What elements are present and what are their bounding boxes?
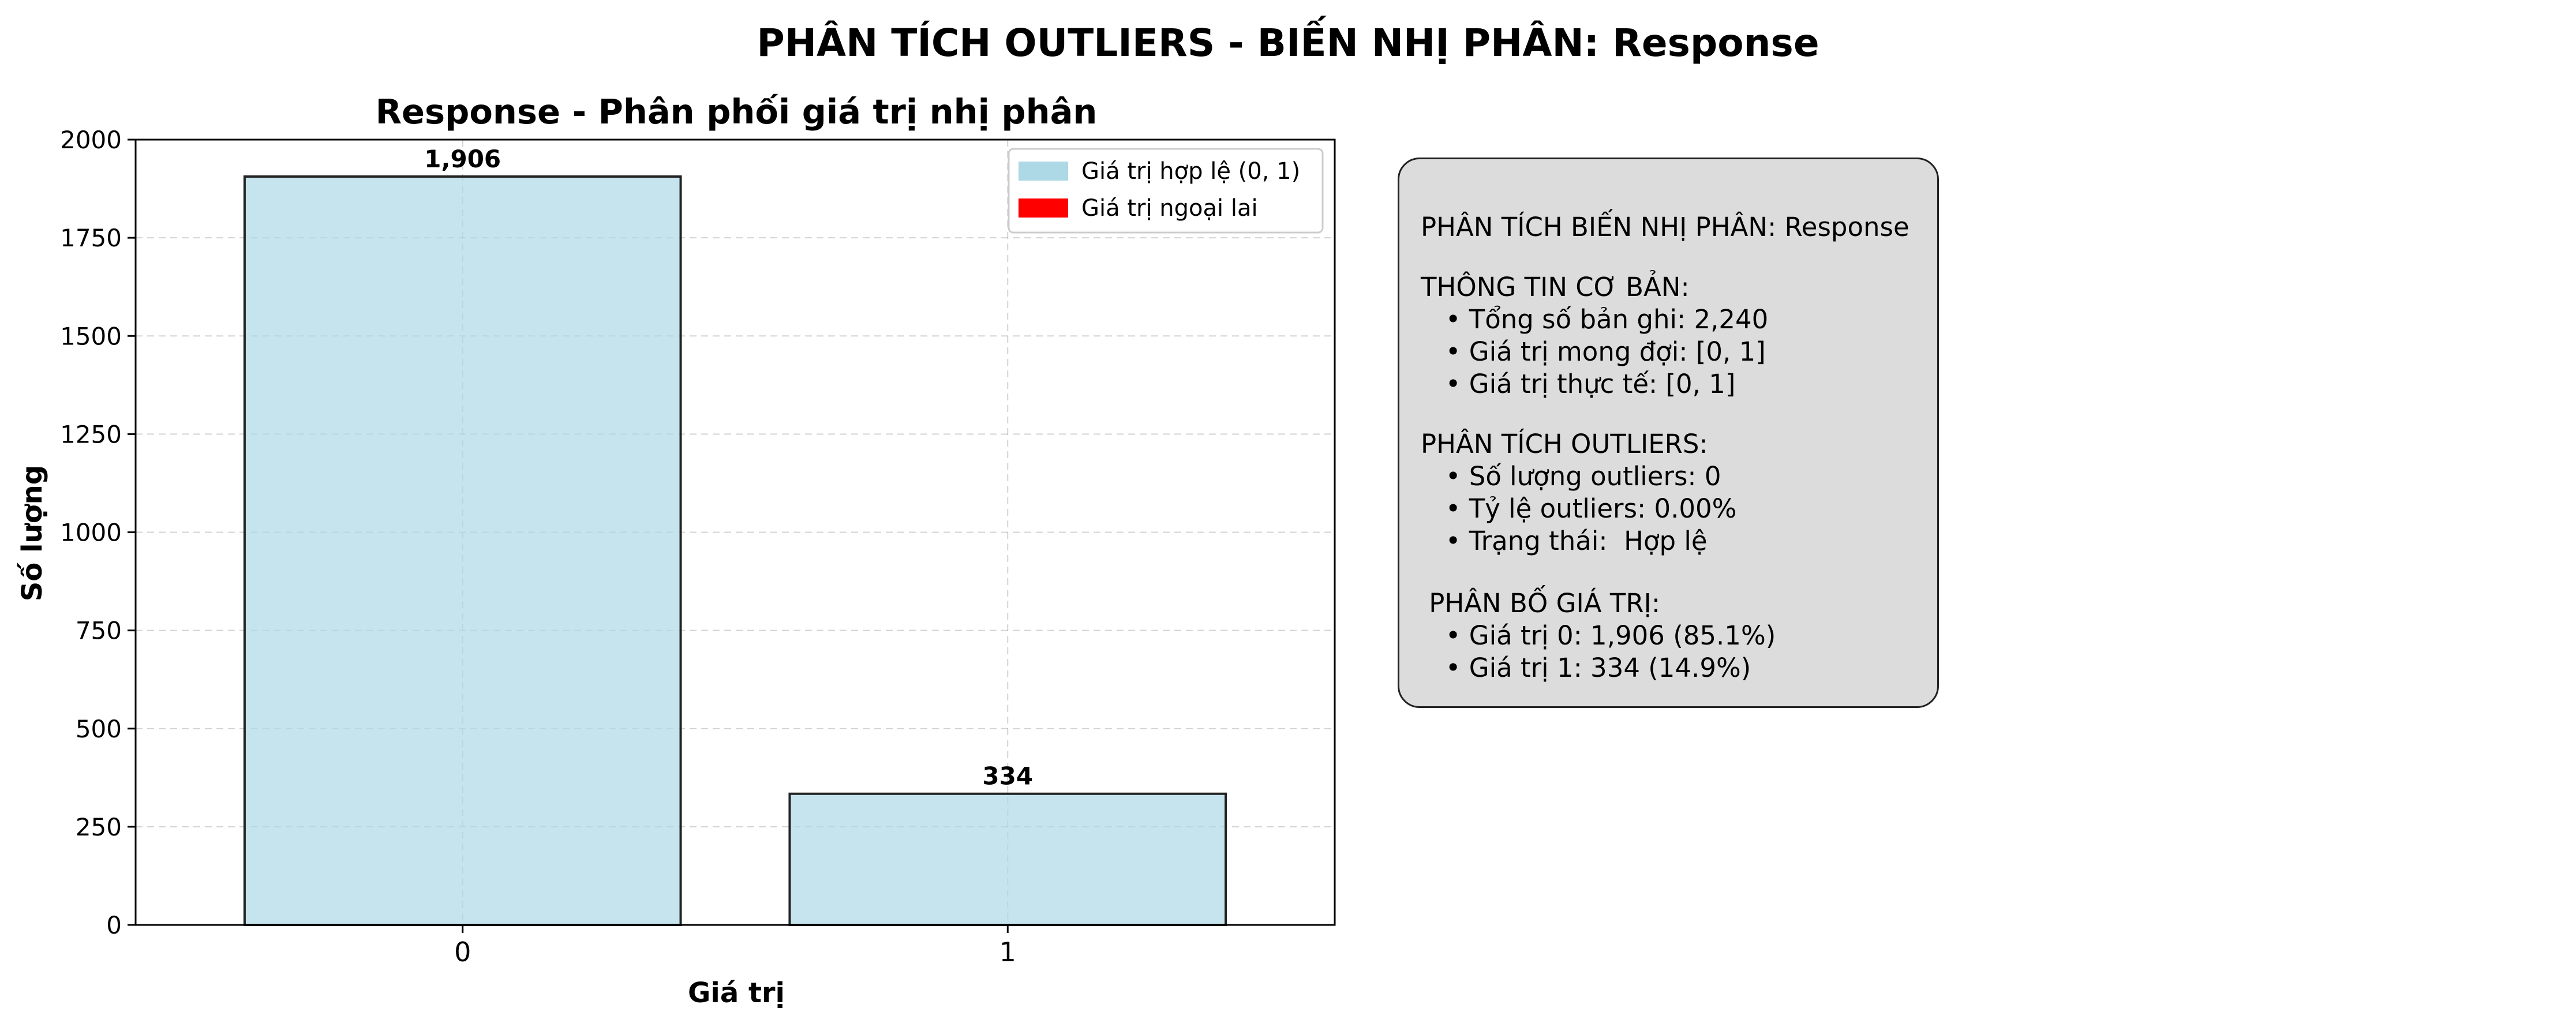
y-tick-label: 1000 [60,519,122,547]
info-item: • Tổng số bản ghi: 2,240 [1421,304,1769,335]
chart-title: Response - Phân phối giá trị nhị phân [376,92,1098,132]
basic-info-header: THÔNG TIN CƠ BẢN: [1421,272,1690,302]
legend-label: Giá trị ngoại lai [1081,195,1258,222]
info-title: PHÂN TÍCH BIẾN NHỊ PHÂN: Response [1421,212,1909,242]
y-axis-label: Số lượng [16,465,48,601]
info-panel: PHÂN TÍCH BIẾN NHỊ PHÂN: Response THÔNG … [1398,158,1939,708]
bars [243,175,1227,927]
y-tick-label: 0 [106,911,122,939]
info-item: • Giá trị mong đợi: [0, 1] [1421,336,1766,367]
tick-labels: 1,906 334 0 250 500 750 1000 1250 1500 1750 2000 0 1 [60,126,1033,968]
y-tick-label: 1500 [60,322,122,350]
axes [128,138,1336,933]
info-item: • Giá trị 0: 1,906 (85.1%) [1421,620,1776,651]
y-tick-label: 1250 [60,420,122,448]
bar-0 [243,175,682,926]
info-item: • Trạng thái: Hợp lệ [1421,526,1708,556]
info-item: • Số lượng outliers: 0 [1421,461,1721,492]
bar-value-label: 1,906 [424,145,501,173]
info-item: • Giá trị thực tế: [0, 1] [1421,369,1736,399]
y-tick-label: 1750 [60,224,122,252]
x-tick-label: 0 [454,936,471,968]
legend-swatch [1019,198,1068,218]
outlier-analysis-header: PHÂN TÍCH OUTLIERS: [1421,429,1708,459]
x-axis-label: Giá trị [688,977,785,1009]
info-item: • Giá trị 1: 334 (14.9%) [1421,653,1751,683]
legend-box [1008,148,1324,234]
legend-label: Giá trị hợp lệ (0, 1) [1081,158,1300,185]
distribution-header: PHÂN BỐ GIÁ TRỊ: [1421,588,1661,619]
x-tick-label: 1 [999,936,1016,968]
y-tick-label: 250 [76,813,122,841]
legend-swatch [1019,162,1068,181]
figure-suptitle: PHÂN TÍCH OUTLIERS - BIẾN NHỊ PHÂN: Resp… [757,21,1819,65]
y-tick-label: 750 [76,617,122,645]
y-tick-label: 2000 [60,126,122,154]
legend: Giá trị hợp lệ (0, 1) Giá trị ngoại lai [1008,148,1324,234]
bar-1 [788,792,1227,927]
bar-value-label: 334 [982,762,1033,790]
y-tick-label: 500 [76,715,122,743]
info-item: • Tỷ lệ outliers: 0.00% [1421,493,1737,524]
